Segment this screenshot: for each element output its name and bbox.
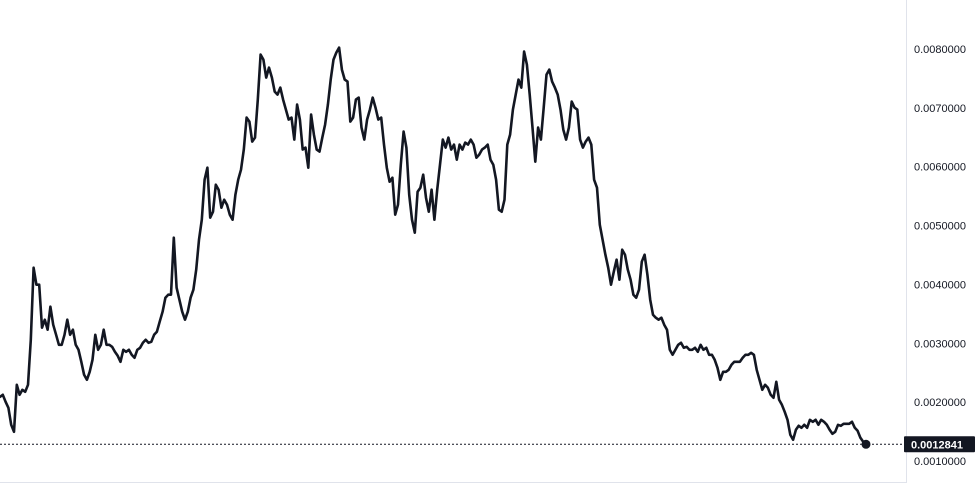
y-tick-label: 0.0010000: [914, 456, 966, 468]
y-tick-label: 0.0060000: [914, 162, 966, 174]
y-tick-label: 0.0050000: [914, 221, 966, 233]
y-tick-label: 0.0040000: [914, 279, 966, 291]
price-series-line: [0, 46, 868, 446]
y-tick-label: 0.0020000: [914, 397, 966, 409]
y-tick-label: 0.0080000: [914, 44, 966, 56]
price-axis[interactable]: [0, 0, 907, 483]
y-tick-label: 0.0030000: [914, 338, 966, 350]
last-price-label: 0.0012841: [904, 436, 975, 453]
last-price-value: 0.0012841: [911, 439, 963, 451]
last-price-dot: [861, 439, 871, 449]
y-tick-label: 0.0070000: [914, 103, 966, 115]
